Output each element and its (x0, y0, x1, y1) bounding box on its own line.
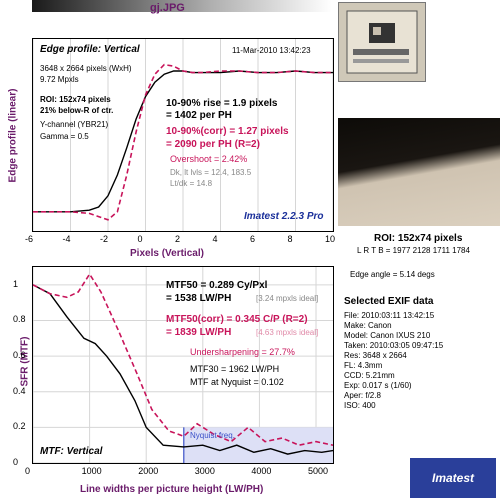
mtf50-1: MTF50 = 0.289 Cy/Pxl (166, 280, 268, 291)
exif-line: Taken: 2010:03:05 09:47:15 (344, 341, 444, 350)
mtf-nyq-val: MTF at Nyquist = 0.102 (190, 377, 284, 387)
edge-channel: Y-channel (YBR21) (40, 120, 109, 129)
series-line-corrected (33, 272, 333, 447)
y-tick-label: 1 (13, 278, 19, 289)
series-line-measured (33, 284, 333, 455)
x-tick-label: 10 (325, 234, 336, 244)
mtf50-ideal: [3.24 mpxls ideal] (256, 294, 319, 303)
exif-line: File: 2010:03:11 13:42:15 (344, 311, 435, 320)
x-tick-label: 0 (25, 466, 31, 476)
mtf50c-ideal: [4.63 mpxls ideal] (256, 328, 319, 337)
mtf50c-2: = 1839 LW/PH (166, 327, 232, 338)
x-tick-label: 1000 (81, 466, 102, 476)
mtf30: MTF30 = 1962 LW/PH (190, 364, 280, 374)
exif-title: Selected EXIF data (344, 296, 434, 307)
x-tick-label: 5000 (308, 466, 329, 476)
x-tick-label: 8 (287, 234, 293, 244)
exif-line: Make: Canon (344, 321, 392, 330)
mtf50c-1: MTF50(corr) = 0.345 C/P (R=2) (166, 314, 308, 325)
x-tick-label: -6 (25, 234, 34, 244)
exif-line: FL: 4.3mm (344, 361, 383, 370)
mtf50-2: = 1538 LW/PH (166, 293, 232, 304)
imatest-logo: Imatest (410, 458, 496, 498)
edge-ltdk: Lt/dk = 14.8 (170, 179, 213, 188)
y-tick-label: 0 (13, 457, 19, 467)
series-line-corrected (33, 63, 333, 221)
x-tick-label: 4000 (251, 466, 272, 476)
chart-thumbnail-image (338, 2, 426, 82)
exif-list: File: 2010:03:11 13:42:15 Make: Canon Mo… (344, 311, 443, 411)
edge-pixels: 3648 x 2664 pixels (WxH) (40, 64, 132, 73)
x-tick-label: -4 (62, 234, 71, 244)
edge-corr1: 10-90%(corr) = 1.27 pixels (166, 126, 289, 137)
x-tick-label: 0 (137, 234, 143, 244)
x-tick-label: 2000 (138, 466, 159, 476)
edge-rise1: 10-90% rise = 1.9 pixels (166, 98, 278, 109)
exif-line: Exp: 0.017 s (1/60) (344, 381, 412, 390)
edge-date: 11-Mar-2010 13:42:23 (232, 46, 311, 55)
exif-line: Aper: f/2.8 (344, 391, 381, 400)
x-tick-label: 6 (250, 234, 256, 244)
mtf-x-label: Line widths per picture height (LW/PH) (80, 484, 264, 495)
edge-overshoot: Overshoot = 2.42% (170, 154, 248, 164)
roi-title: ROI: 152x74 pixels (374, 233, 463, 244)
file-title: gj.JPG (150, 2, 185, 14)
y-tick-label: 0.8 (13, 314, 26, 325)
edge-angle: Edge angle = 5.14 degs (350, 270, 435, 279)
edge-rise2: = 1402 per PH (166, 110, 232, 121)
edge-profile-svg (33, 39, 333, 231)
edge-below: 21% below-R of ctr. (40, 106, 114, 115)
mtf-y-label: SFR (MTF) (19, 336, 31, 387)
y-tick-label: 0.4 (13, 385, 26, 396)
x-tick-label: 3000 (194, 466, 215, 476)
gradient-bar (32, 0, 332, 12)
y-tick-label: 0.6 (13, 350, 26, 361)
exif-line: Model: Canon IXUS 210 (344, 331, 431, 340)
x-tick-label: 4 (212, 234, 218, 244)
edge-gamma: Gamma = 0.5 (40, 132, 89, 141)
edge-mpxls: 9.72 Mpxls (40, 75, 79, 84)
exif-line: ISO: 400 (344, 401, 376, 410)
edge-title: Edge profile: Vertical (40, 44, 140, 55)
edge-dk: Dk, lt lvls = 12.4, 183.5 (170, 168, 252, 177)
thumbnail-icon (346, 10, 418, 74)
edge-roi: ROI: 152x74 pixels (40, 95, 111, 104)
imatest-version: Imatest 2.2.3 Pro (244, 211, 324, 222)
mtf-svg (33, 267, 333, 463)
roi-lrtb: L R T B = 1977 2128 1711 1784 (357, 246, 470, 255)
exif-line: Res: 3648 x 2664 (344, 351, 407, 360)
nyquist-region (183, 427, 333, 463)
exif-line: CCD: 5.21mm (344, 371, 395, 380)
roi-crop-image (338, 118, 500, 226)
edge-y-label: Edge profile (linear) (7, 88, 19, 183)
y-tick-label: 0.2 (13, 421, 26, 432)
edge-corr2: = 2090 per PH (R=2) (166, 139, 260, 150)
mtf-undersharp: Undersharpening = 27.7% (190, 347, 295, 357)
edge-x-label: Pixels (Vertical) (130, 248, 204, 259)
mtf-title: MTF: Vertical (40, 446, 103, 457)
nyquist-label: Nyquist freq. (190, 431, 235, 440)
x-tick-label: -2 (100, 234, 109, 244)
x-tick-label: 2 (175, 234, 181, 244)
